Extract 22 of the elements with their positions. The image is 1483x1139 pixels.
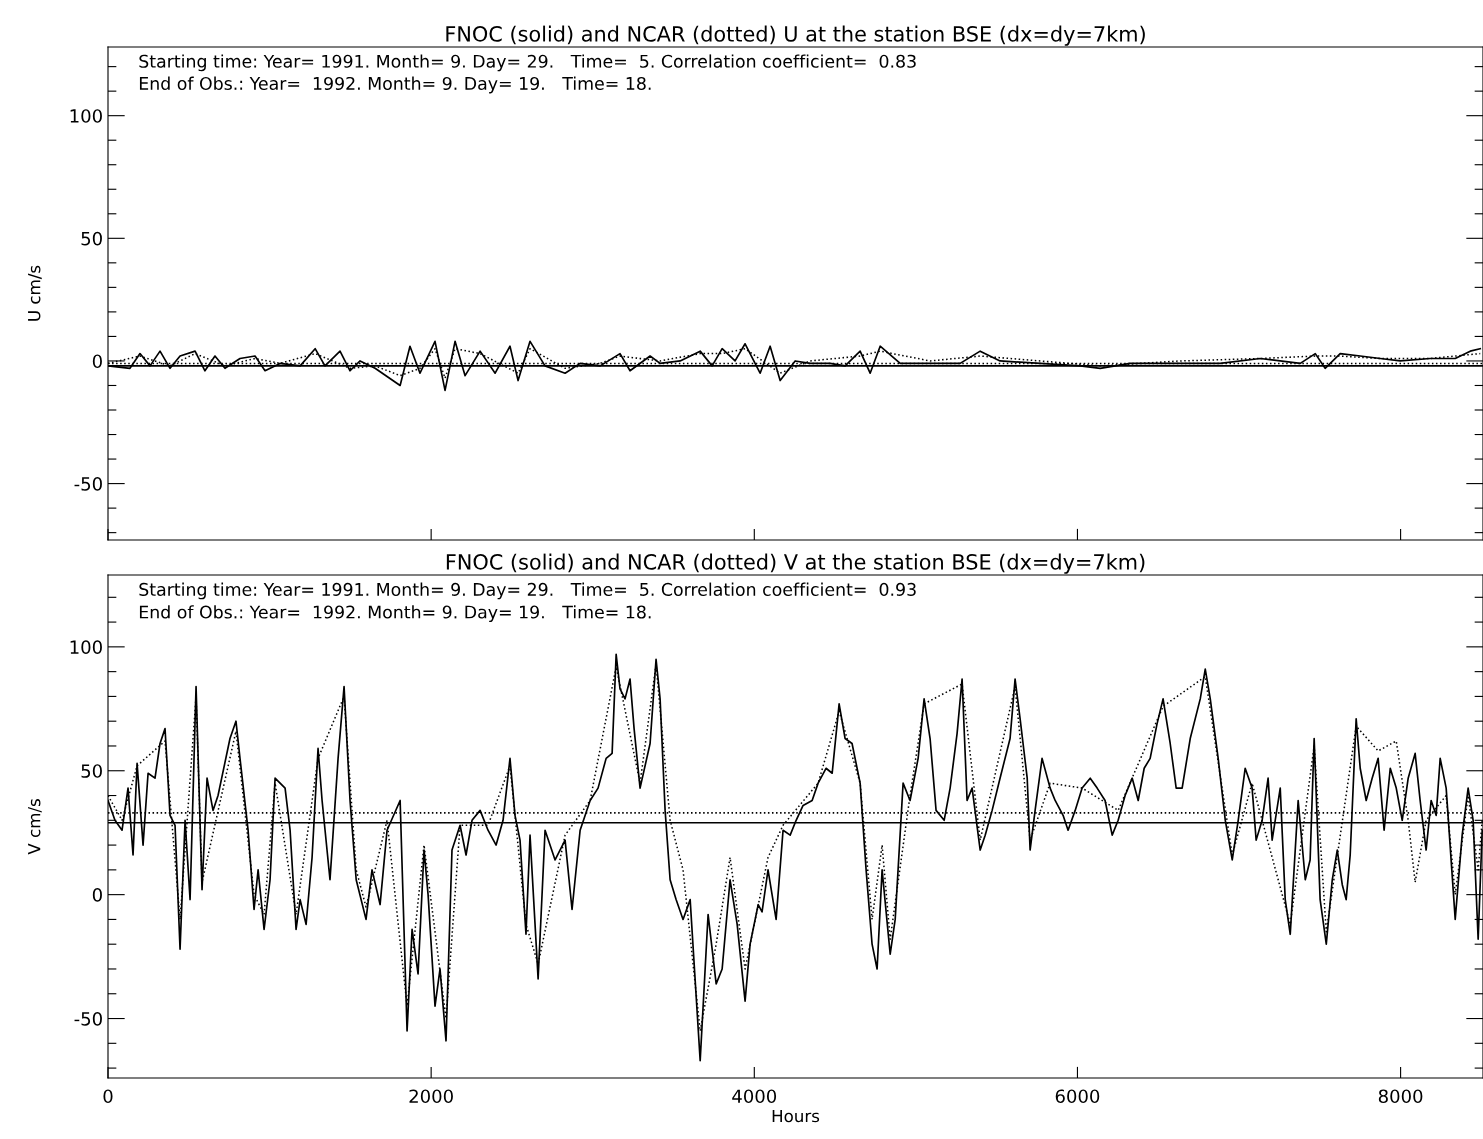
y-tick-label: 100 <box>70 640 102 654</box>
x-tick-label: 2000 <box>409 1089 453 1104</box>
x-tick-label: 4000 <box>732 1089 777 1104</box>
chart-title: FNOC (solid) and NCAR (dotted) U at the station BSE (dx=dy=7km) <box>446 25 1145 46</box>
annotation: Starting time: Year= 1991. Month= 9. Day= 29. Time= 5. Correlation coefficient= 0.93 <box>139 582 916 600</box>
y-axis-title: V cm/s <box>28 799 42 855</box>
y-tick-label: 0 <box>92 354 102 369</box>
x-axis-title: Hours <box>772 1109 820 1123</box>
annotation: End of Obs.: Year= 1992. Month= 9. Day= 19. Time= 18. <box>139 76 651 94</box>
annotation: End of Obs.: Year= 1992. Month= 9. Day= 19. Time= 18. <box>139 605 651 622</box>
y-tick-label: 0 <box>92 888 102 902</box>
x-tick-label: 6000 <box>1055 1089 1100 1104</box>
chart-title: FNOC (solid) and NCAR (dotted) V at the station BSE (dx=dy=7km) <box>446 553 1145 574</box>
annotation: Starting time: Year= 1991. Month= 9. Day= 29. Time= 5. Correlation coefficient= 0.83 <box>139 54 916 72</box>
y-tick-label: 100 <box>70 109 102 123</box>
x-tick-label: 8000 <box>1378 1089 1423 1104</box>
y-tick-label: 50 <box>81 764 102 778</box>
y-tick-label: -50 <box>74 1011 102 1026</box>
x-tick-label: 0 <box>103 1089 113 1104</box>
y-axis-title: U cm/s <box>28 265 42 321</box>
y-tick-label: -50 <box>74 477 102 491</box>
y-tick-label: 50 <box>81 231 102 246</box>
